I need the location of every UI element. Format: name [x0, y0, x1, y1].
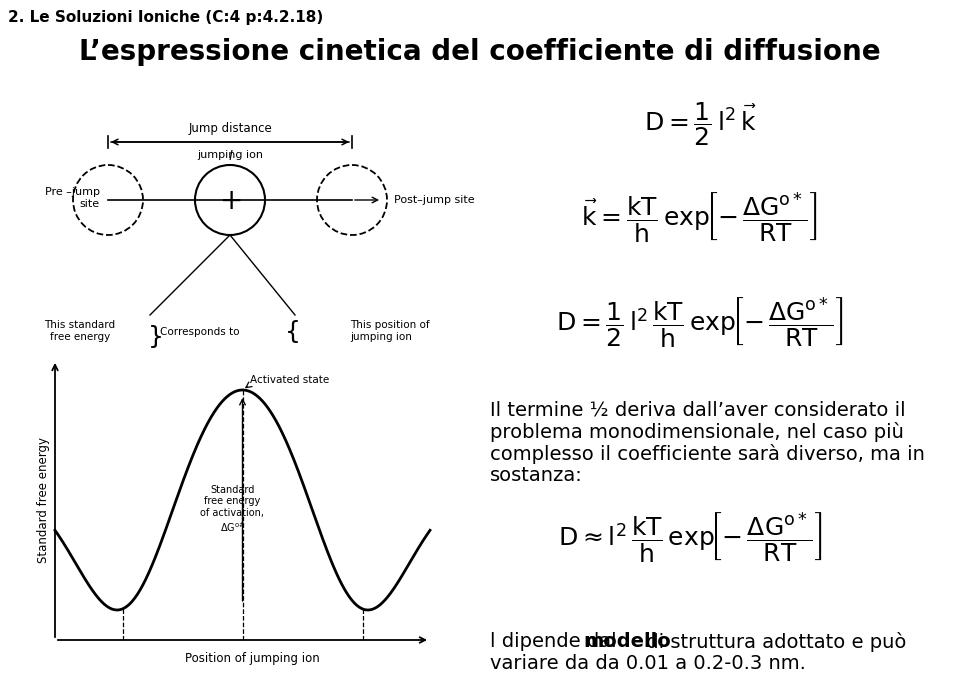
- Text: Corresponds to: Corresponds to: [160, 327, 240, 337]
- Text: $\mathsf{\vec{k} = \dfrac{kT}{h}\,exp\!\left[-\,\dfrac{\Delta G^{o*}}{RT}\right]: $\mathsf{\vec{k} = \dfrac{kT}{h}\,exp\!\…: [582, 190, 819, 244]
- Text: Standard free energy: Standard free energy: [36, 437, 50, 563]
- Text: l dipende dal: l dipende dal: [490, 632, 623, 651]
- Text: This position of
jumping ion: This position of jumping ion: [350, 320, 430, 342]
- Text: $\mathsf{D = \dfrac{1}{2}\,l^2\,\vec{k}}$: $\mathsf{D = \dfrac{1}{2}\,l^2\,\vec{k}}…: [643, 100, 756, 148]
- Text: Post–jump site: Post–jump site: [394, 195, 474, 205]
- Text: Standard
free energy
of activation,
$\mathsf{\Delta G^{o\#}}$: Standard free energy of activation, $\ma…: [201, 485, 265, 534]
- Text: Activated state: Activated state: [251, 375, 329, 385]
- Text: Il termine ½ deriva dall’aver considerato il: Il termine ½ deriva dall’aver considerat…: [490, 400, 905, 419]
- Text: Jump distance: Jump distance: [188, 122, 272, 135]
- Text: di struttura adottato e può: di struttura adottato e può: [640, 632, 906, 652]
- Text: complesso il coefficiente sarà diverso, ma in: complesso il coefficiente sarà diverso, …: [490, 444, 924, 464]
- Text: 2. Le Soluzioni Ioniche (C:4 p:4.2.18): 2. Le Soluzioni Ioniche (C:4 p:4.2.18): [8, 10, 324, 25]
- Text: problema monodimensionale, nel caso più: problema monodimensionale, nel caso più: [490, 422, 904, 442]
- Text: jumping ion: jumping ion: [197, 150, 263, 160]
- Text: }: }: [148, 325, 164, 349]
- Text: Pre –jump
site: Pre –jump site: [45, 187, 100, 209]
- Text: variare da da 0.01 a 0.2-0.3 nm.: variare da da 0.01 a 0.2-0.3 nm.: [490, 654, 805, 673]
- Text: This standard
free energy: This standard free energy: [44, 320, 115, 342]
- Text: sostanza:: sostanza:: [490, 466, 583, 485]
- Text: Position of jumping ion: Position of jumping ion: [185, 652, 320, 665]
- Text: l: l: [228, 150, 231, 163]
- Text: $+$: $+$: [219, 187, 241, 215]
- Text: L’espressione cinetica del coefficiente di diffusione: L’espressione cinetica del coefficiente …: [79, 38, 881, 66]
- Text: $\mathsf{D = \dfrac{1}{2}\,l^2\,\dfrac{kT}{h}\,exp\!\left[-\,\dfrac{\Delta G^{o*: $\mathsf{D = \dfrac{1}{2}\,l^2\,\dfrac{k…: [556, 295, 844, 349]
- Text: modello: modello: [583, 632, 671, 651]
- Text: {: {: [285, 320, 300, 344]
- Text: $\mathsf{D \approx l^2\,\dfrac{kT}{h}\,exp\!\left[-\,\dfrac{\Delta G^{o*}}{RT}\r: $\mathsf{D \approx l^2\,\dfrac{kT}{h}\,e…: [558, 510, 823, 564]
